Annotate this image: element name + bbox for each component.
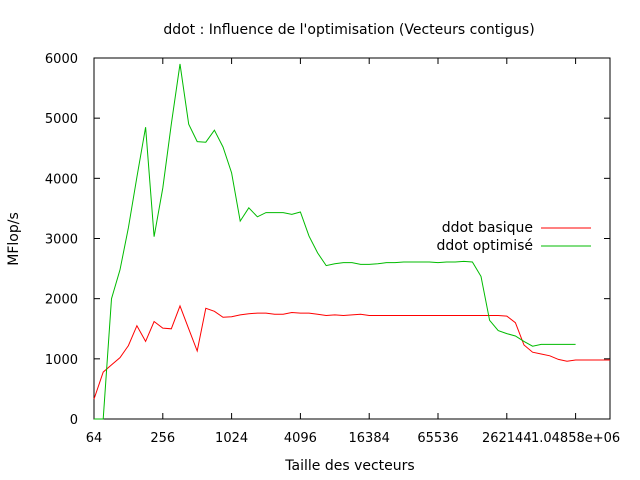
y-tick-label: 1000 (45, 353, 78, 368)
series-line-0 (93, 304, 610, 400)
x-tick-label: 1.04858e+06 (531, 431, 620, 446)
legend-label-optimise: ddot optimisé (436, 238, 533, 254)
y-tick-label: 3000 (45, 233, 78, 248)
y-tick-label: 2000 (45, 293, 78, 308)
y-axis-label: MFlop/s (6, 212, 22, 265)
y-axis: 0 1000 2000 3000 4000 5000 6000 (45, 52, 610, 428)
y-tick-label: 6000 (45, 52, 78, 67)
x-tick-label: 256 (150, 431, 175, 446)
y-tick-label: 4000 (45, 172, 78, 187)
x-tick-label: 16384 (349, 431, 390, 446)
y-tick-label: 5000 (45, 112, 78, 127)
series-line-1 (94, 63, 576, 420)
x-axis: 64 256 1024 4096 16384 65536 262144 1.04858e+06 (86, 58, 620, 446)
chart-title: ddot : Influence de l'optimisation (Vect… (163, 22, 534, 38)
x-tick-label: 262144 (482, 431, 532, 446)
x-tick-label: 4096 (284, 431, 317, 446)
y-tick-label: 0 (70, 413, 78, 428)
series-layer (93, 63, 610, 420)
x-tick-label: 64 (86, 431, 103, 446)
x-axis-label: Taille des vecteurs (284, 458, 414, 474)
x-tick-label: 1024 (215, 431, 248, 446)
legend-label-basique: ddot basique (442, 220, 533, 236)
legend: ddot basique ddot optimisé (436, 220, 591, 254)
x-tick-label: 65536 (417, 431, 458, 446)
